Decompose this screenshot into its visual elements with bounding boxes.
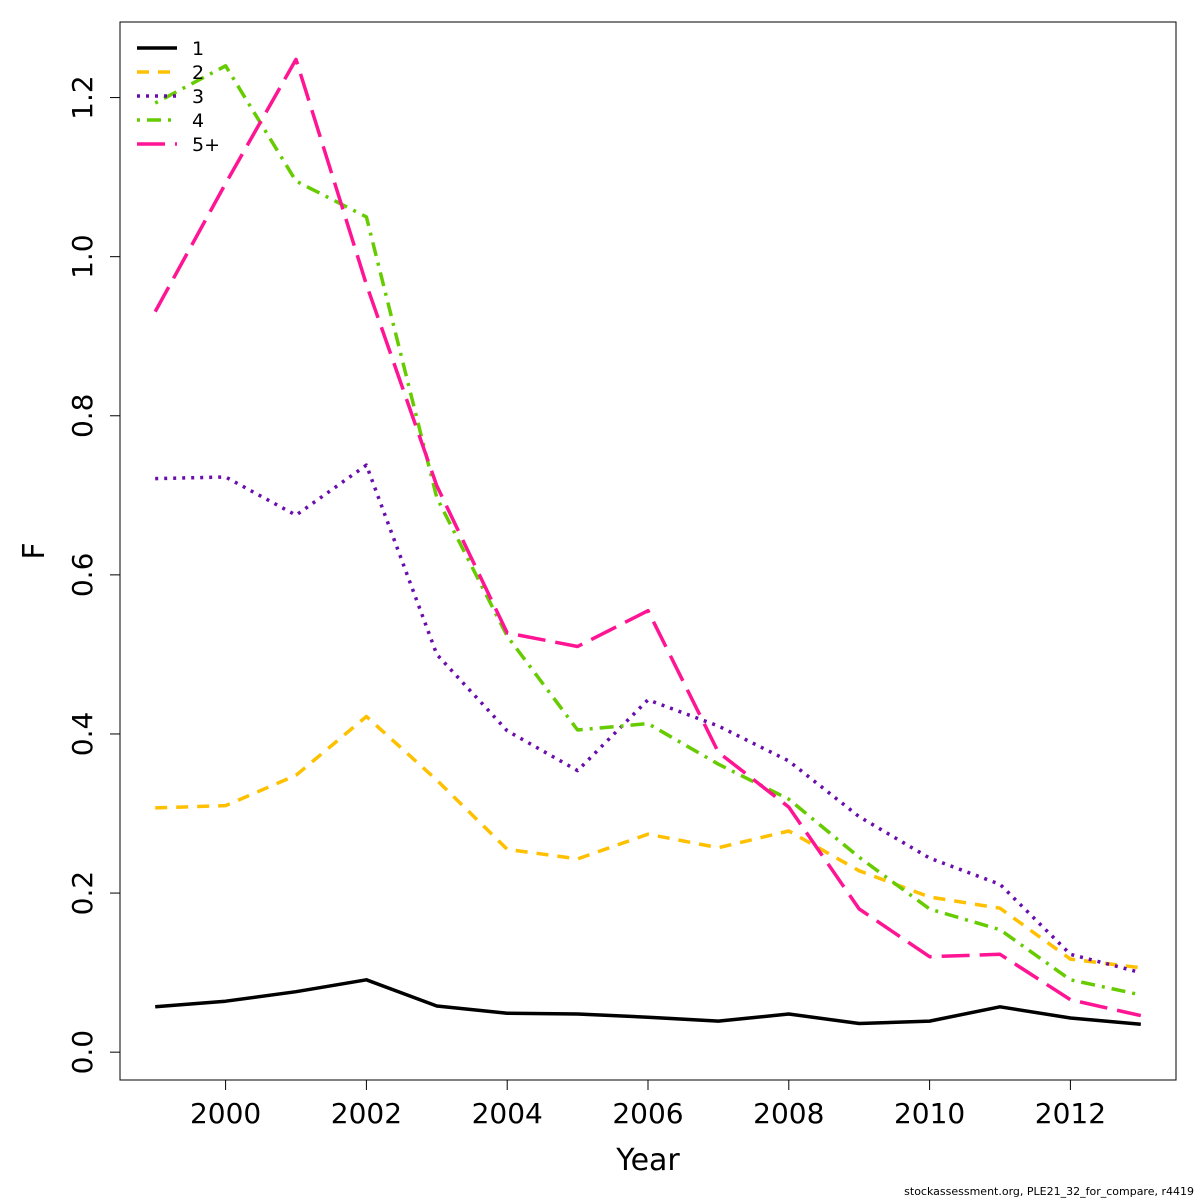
- series-line-age-5plus: [153, 57, 1142, 1018]
- x-tick-label: 2010: [894, 1097, 965, 1130]
- x-tick-label: 2002: [331, 1097, 402, 1130]
- y-tick-label: 1.0: [66, 234, 99, 279]
- footer-note: stockassessment.org, PLE21_32_for_compar…: [904, 1185, 1194, 1198]
- legend-label: 5+: [192, 134, 220, 156]
- y-tick-label: 0.8: [66, 394, 99, 439]
- x-tick-label: 2012: [1035, 1097, 1106, 1130]
- y-tick-label: 1.2: [66, 75, 99, 120]
- x-tick-label: 2008: [753, 1097, 824, 1130]
- x-axis-title: Year: [615, 1143, 680, 1178]
- series-line-age-4: [154, 64, 1142, 997]
- legend-label: 2: [192, 62, 204, 84]
- legend-label: 3: [192, 86, 204, 108]
- series-line-age-1: [155, 978, 1141, 1027]
- legend-label: 4: [192, 110, 204, 132]
- y-tick-label: 0.6: [66, 553, 99, 598]
- legend-label: 1: [192, 38, 204, 60]
- y-tick-label: 0.2: [66, 871, 99, 916]
- axes: 2000 2002 2004 2006 2008 2010 2012 0.0 0.2 0.4 0.6…: [66, 75, 1106, 1130]
- y-tick-label: 0.0: [66, 1030, 99, 1075]
- series-line-age-2: [155, 714, 1142, 970]
- y-axis-title: F: [17, 542, 52, 559]
- series-line-age-3: [155, 463, 1142, 975]
- x-tick-label: 2006: [612, 1097, 683, 1130]
- x-tick-label: 2004: [472, 1097, 543, 1130]
- x-tick-label: 2000: [190, 1097, 261, 1130]
- y-tick-label: 0.4: [66, 712, 99, 757]
- series-layer: [153, 57, 1142, 1027]
